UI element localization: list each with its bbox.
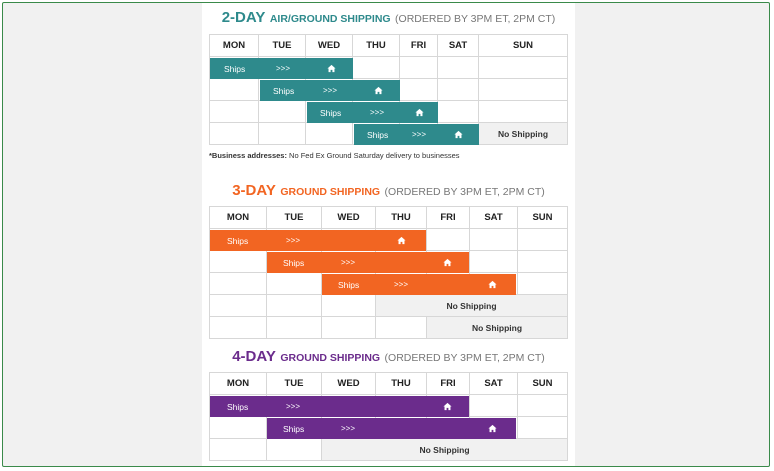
business-address-note: *Business addresses: No Fed Ex Ground Sa… <box>209 151 460 160</box>
home-icon <box>454 130 463 139</box>
arrow-label: >>> <box>323 86 338 95</box>
day-header: SUN <box>518 372 568 395</box>
home-icon <box>488 280 497 289</box>
schedule-grid-3day: MON TUE WED THU FRI SAT SUN No Shipping <box>209 206 568 339</box>
home-icon <box>415 108 424 117</box>
title-ordered: (ORDERED BY 3PM ET, 2PM CT) <box>395 13 556 25</box>
day-header: WED <box>306 34 353 57</box>
day-header-row: MON TUE WED THU FRI SAT SUN <box>209 372 568 395</box>
day-header: WED <box>322 372 376 395</box>
day-header: SAT <box>438 34 479 57</box>
title-small: GROUND SHIPPING <box>280 352 381 364</box>
day-header: MON <box>209 34 259 57</box>
schedule-row: No Shipping <box>209 295 568 317</box>
arrow-label: >>> <box>341 424 356 433</box>
day-header: FRI <box>400 34 438 57</box>
screenshot-frame: 2-DAY AIR/GROUND SHIPPING (ORDERED BY 3P… <box>2 2 770 467</box>
arrow-label: >>> <box>341 258 356 267</box>
day-header: MON <box>209 372 267 395</box>
day-header: THU <box>353 34 400 57</box>
day-header: SAT <box>470 206 518 229</box>
home-icon <box>374 86 383 95</box>
day-header: SUN <box>479 34 568 57</box>
ships-bar: Ships >>> <box>210 230 426 251</box>
day-header: MON <box>209 206 267 229</box>
section-2day-title: 2-DAY AIR/GROUND SHIPPING (ORDERED BY 3P… <box>202 9 575 27</box>
home-icon <box>443 402 452 411</box>
section-4day-title: 4-DAY GROUND SHIPPING (ORDERED BY 3PM ET… <box>202 348 575 366</box>
ships-label: Ships <box>273 85 295 96</box>
title-big: 3-DAY <box>232 182 276 199</box>
title-big: 4-DAY <box>232 348 276 365</box>
ships-label: Ships <box>227 235 249 246</box>
section-3day-title: 3-DAY GROUND SHIPPING (ORDERED BY 3PM ET… <box>202 182 575 200</box>
home-icon <box>488 424 497 433</box>
title-small: GROUND SHIPPING <box>280 186 381 198</box>
arrow-label: >>> <box>412 130 427 139</box>
arrow-label: >>> <box>394 280 409 289</box>
no-shipping-cell: No Shipping <box>376 295 568 317</box>
day-header: FRI <box>427 206 470 229</box>
no-shipping-cell: No Shipping <box>322 439 568 461</box>
day-header: THU <box>376 372 427 395</box>
day-header: FRI <box>427 372 470 395</box>
title-small: AIR/GROUND SHIPPING <box>269 13 391 25</box>
arrow-label: >>> <box>286 402 301 411</box>
ships-label: Ships <box>283 423 305 434</box>
title-ordered: (ORDERED BY 3PM ET, 2PM CT) <box>384 352 545 364</box>
note-text: No Fed Ex Ground Saturday delivery to bu… <box>286 151 460 160</box>
ships-bar: Ships >>> <box>260 80 400 101</box>
ships-bar: Ships >>> <box>354 124 479 145</box>
ships-bar: Ships >>> <box>210 58 353 79</box>
day-header: TUE <box>267 206 322 229</box>
title-big: 2-DAY <box>221 9 266 26</box>
no-shipping-cell: No Shipping <box>427 317 568 339</box>
ships-label: Ships <box>227 401 249 412</box>
ships-label: Ships <box>320 107 342 118</box>
ships-label: Ships <box>367 129 389 140</box>
day-header: TUE <box>259 34 306 57</box>
home-icon <box>397 236 406 245</box>
ships-label: Ships <box>338 279 360 290</box>
home-icon <box>443 258 452 267</box>
ships-label: Ships <box>224 63 246 74</box>
ships-label: Ships <box>283 257 305 268</box>
ships-bar: Ships >>> <box>307 102 438 123</box>
arrow-label: >>> <box>286 236 301 245</box>
arrow-label: >>> <box>370 108 385 117</box>
schedule-row: No Shipping <box>209 317 568 339</box>
ships-bar: Ships >>> <box>267 418 516 439</box>
ships-bar: Ships >>> <box>267 252 469 273</box>
shipping-schedule-panel: 2-DAY AIR/GROUND SHIPPING (ORDERED BY 3P… <box>202 3 575 466</box>
ships-bar: Ships >>> <box>210 396 469 417</box>
day-header-row: MON TUE WED THU FRI SAT SUN <box>209 206 568 229</box>
home-icon <box>327 64 336 73</box>
day-header: WED <box>322 206 376 229</box>
title-ordered: (ORDERED BY 3PM ET, 2PM CT) <box>384 186 545 198</box>
day-header: TUE <box>267 372 322 395</box>
day-header: SAT <box>470 372 518 395</box>
note-bold: *Business addresses: <box>209 151 287 160</box>
no-shipping-cell: No Shipping <box>479 123 568 145</box>
day-header: THU <box>376 206 427 229</box>
ships-bar: Ships >>> <box>322 274 516 295</box>
day-header-row: MON TUE WED THU FRI SAT SUN <box>209 34 568 57</box>
arrow-label: >>> <box>276 64 291 73</box>
day-header: SUN <box>518 206 568 229</box>
schedule-row: No Shipping <box>209 439 568 461</box>
